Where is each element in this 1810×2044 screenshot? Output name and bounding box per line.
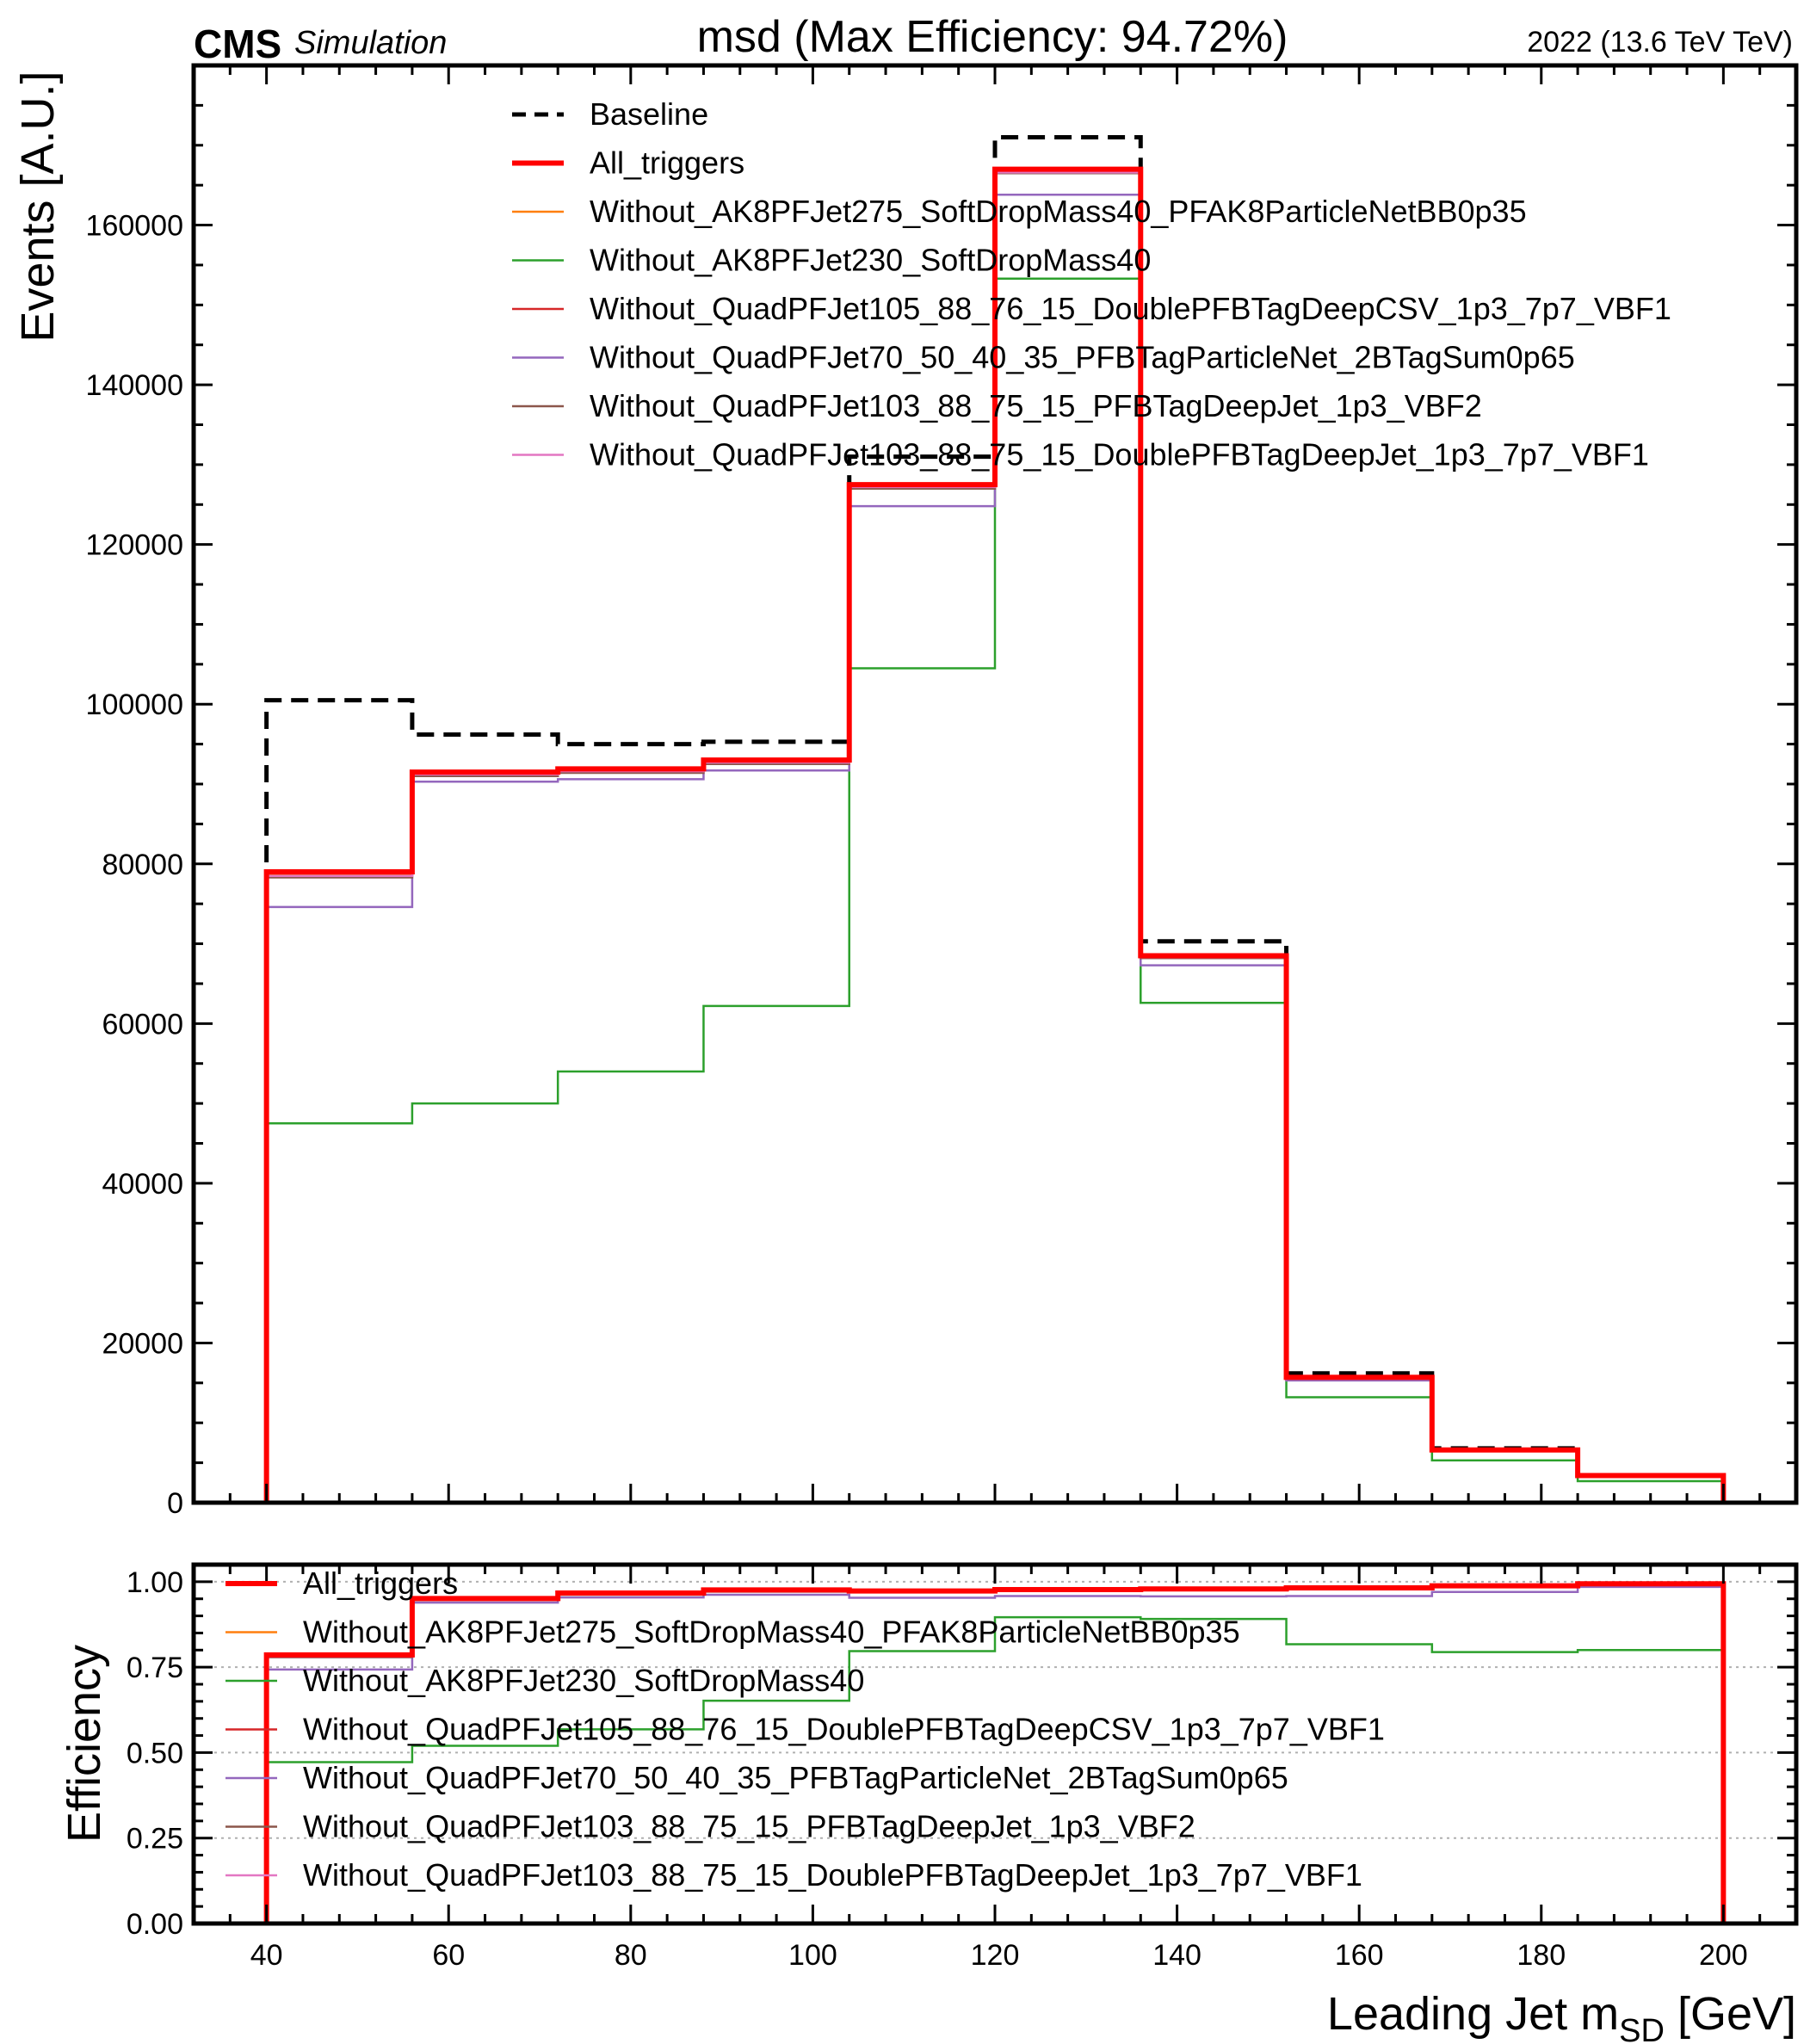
- efficiency-x-tick-label: 200: [1699, 1939, 1748, 1972]
- efficiency-panel: 0.00 0.25 0.50 0.75 1.00 40 60 80 100 120 140 160 18…: [59, 1562, 1799, 2044]
- efficiency-x-tick-label: 140: [1152, 1939, 1202, 1972]
- energy-label: 2022 (13.6 TeV TeV): [1527, 26, 1793, 59]
- efficiency-y-tick-label: 0.75: [127, 1652, 183, 1684]
- events-legend-label: Without_AK8PFJet230_SoftDropMass40: [590, 243, 1151, 278]
- events-y-tick-label: 40000: [102, 1168, 183, 1201]
- efficiency-y-tick-label: 0.50: [127, 1737, 183, 1769]
- efficiency-y-tick-label: 0.25: [127, 1823, 183, 1856]
- events-legend-label: Baseline: [590, 96, 708, 132]
- efficiency-y-tick-label: 0.00: [127, 1908, 183, 1941]
- events-legend-label: Without_QuadPFJet103_88_75_15_DoublePFBT…: [590, 437, 1649, 472]
- events-y-tick-label: 160000: [86, 210, 183, 243]
- simulation-label: Simulation: [294, 25, 447, 61]
- efficiency-x-tick-label: 60: [432, 1939, 465, 1972]
- events-legend-label: Without_QuadPFJet103_88_75_15_PFBTagDeep…: [590, 388, 1482, 423]
- events-y-tick-label: 100000: [86, 689, 183, 721]
- efficiency-legend-label: All_triggers: [303, 1565, 458, 1601]
- efficiency-x-tick-label: 120: [971, 1939, 1020, 1972]
- efficiency-legend-label: Without_QuadPFJet105_88_76_15_DoublePFBT…: [303, 1712, 1385, 1747]
- efficiency-x-tick-label: 40: [250, 1939, 283, 1972]
- x-axis-label: Leading Jet mSD [GeV]: [1327, 1988, 1796, 2044]
- events-y-axis-label: Events [A.U.]: [12, 71, 64, 342]
- efficiency-legend-label: Without_AK8PFJet230_SoftDropMass40: [303, 1663, 864, 1698]
- events-series-1: [263, 166, 1727, 1503]
- efficiency-legend-label: Without_QuadPFJet103_88_75_15_PFBTagDeep…: [303, 1809, 1195, 1844]
- events-legend-label: Without_AK8PFJet275_SoftDropMass40_PFAK8…: [590, 194, 1527, 229]
- efficiency-legend-label: Without_QuadPFJet103_88_75_15_DoublePFBT…: [303, 1857, 1362, 1893]
- events-y-tick-label: 0: [167, 1487, 183, 1520]
- chart-title: msd (Max Efficiency: 94.72%): [697, 12, 1288, 62]
- efficiency-y-tick-label: 1.00: [127, 1566, 183, 1599]
- events-legend: Baseline All_triggers Without_AK8PFJet275_…: [512, 96, 1671, 472]
- efficiency-series-4: [265, 1585, 1725, 1924]
- events-legend-label: Without_QuadPFJet70_50_40_35_PFBTagParti…: [590, 340, 1575, 375]
- efficiency-legend-label: Without_QuadPFJet70_50_40_35_PFBTagParti…: [303, 1760, 1288, 1795]
- events-y-tick-label: 120000: [86, 529, 183, 562]
- efficiency-x-tick-label: 160: [1335, 1939, 1384, 1972]
- efficiency-x-tick-label: 100: [788, 1939, 837, 1972]
- efficiency-y-axis-label: Efficiency: [59, 1645, 110, 1843]
- efficiency-x-tick-label: 180: [1517, 1939, 1566, 1972]
- events-y-tick-label: 60000: [102, 1008, 183, 1041]
- events-legend-label: Without_QuadPFJet105_88_76_15_DoublePFBT…: [590, 291, 1671, 326]
- cms-label: CMS: [194, 22, 281, 66]
- efficiency-legend-label: Without_AK8PFJet275_SoftDropMass40_PFAK8…: [303, 1615, 1240, 1650]
- efficiency-series-0: [263, 1581, 1727, 1924]
- efficiency-x-tick-label: 80: [615, 1939, 647, 1972]
- events-y-tick-label: 20000: [102, 1327, 183, 1360]
- events-legend-label: All_triggers: [590, 145, 744, 181]
- efficiency-series-2: [265, 1615, 1725, 1924]
- events-y-tick-label: 140000: [86, 369, 183, 402]
- efficiency-legend: All_triggers Without_AK8PFJet275_SoftDrop…: [225, 1565, 1385, 1893]
- events-y-tick-label: 80000: [102, 849, 183, 881]
- events-panel: 0 20000 40000 60000 80000 100000 120000 140000 1…: [12, 63, 1799, 1520]
